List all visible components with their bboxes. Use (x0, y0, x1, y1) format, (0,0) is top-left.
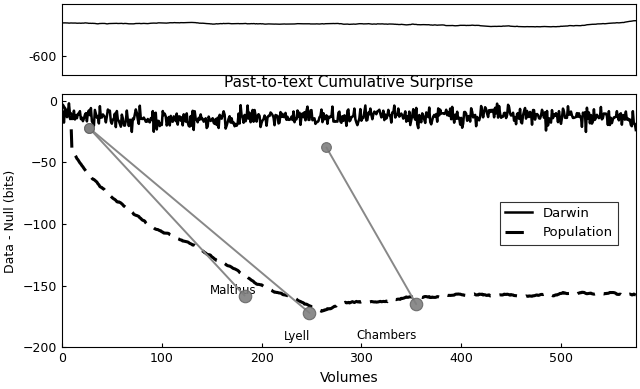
Text: Chambers: Chambers (356, 329, 417, 342)
Text: Lyell: Lyell (284, 330, 310, 343)
Y-axis label: Data - Null (bits): Data - Null (bits) (4, 169, 17, 273)
Legend: Darwin, Population: Darwin, Population (500, 202, 618, 245)
Text: Malthus: Malthus (210, 284, 256, 298)
X-axis label: Volumes: Volumes (319, 371, 378, 385)
Title: Past-to-text Cumulative Surprise: Past-to-text Cumulative Surprise (224, 75, 474, 91)
